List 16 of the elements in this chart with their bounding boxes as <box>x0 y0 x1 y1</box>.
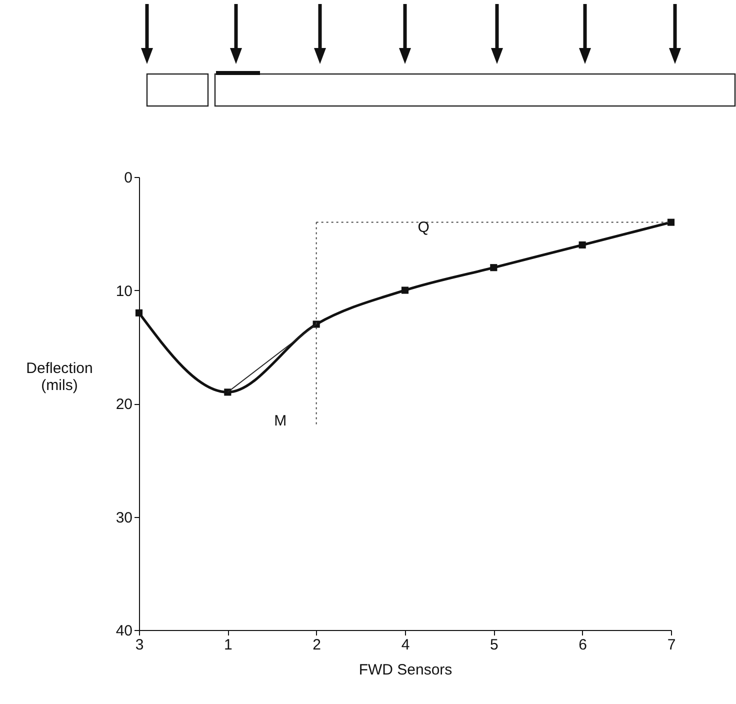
x-tick-label: 7 <box>667 636 676 654</box>
x-tick-label: 3 <box>135 636 144 654</box>
x-tick-label: 2 <box>312 636 322 654</box>
y-tick-label: 20 <box>116 396 132 413</box>
y-tick-label: 10 <box>116 282 132 300</box>
x-tick-label: 5 <box>490 636 498 654</box>
y-tick-label: 40 <box>116 622 132 640</box>
x-axis-title: FWD Sensors <box>358 662 452 678</box>
annotation: Q <box>418 218 430 236</box>
x-tick-label: 1 <box>224 636 232 654</box>
x-tick-label: 6 <box>578 636 588 654</box>
x-tick-label: 4 <box>401 636 410 654</box>
y-axis-title: Deflection (mils) <box>26 360 93 394</box>
annotation: M <box>274 412 287 430</box>
y-tick-label: 0 <box>124 170 132 186</box>
y-tick-label: 30 <box>116 509 132 526</box>
